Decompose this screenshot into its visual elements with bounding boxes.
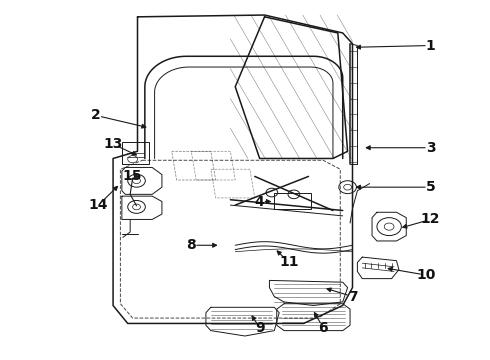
- Text: 7: 7: [348, 289, 357, 303]
- Text: 14: 14: [89, 198, 108, 212]
- Text: 1: 1: [426, 39, 436, 53]
- Text: 8: 8: [186, 238, 196, 252]
- Text: 10: 10: [416, 268, 436, 282]
- Text: 9: 9: [255, 321, 265, 335]
- Text: 13: 13: [103, 137, 123, 151]
- Text: 5: 5: [426, 180, 436, 194]
- Text: 3: 3: [426, 141, 436, 155]
- Text: 15: 15: [123, 170, 143, 183]
- Text: 12: 12: [421, 212, 441, 226]
- Text: 2: 2: [91, 108, 101, 122]
- Text: 11: 11: [279, 256, 299, 270]
- Text: 4: 4: [255, 194, 265, 208]
- Text: 6: 6: [318, 321, 328, 335]
